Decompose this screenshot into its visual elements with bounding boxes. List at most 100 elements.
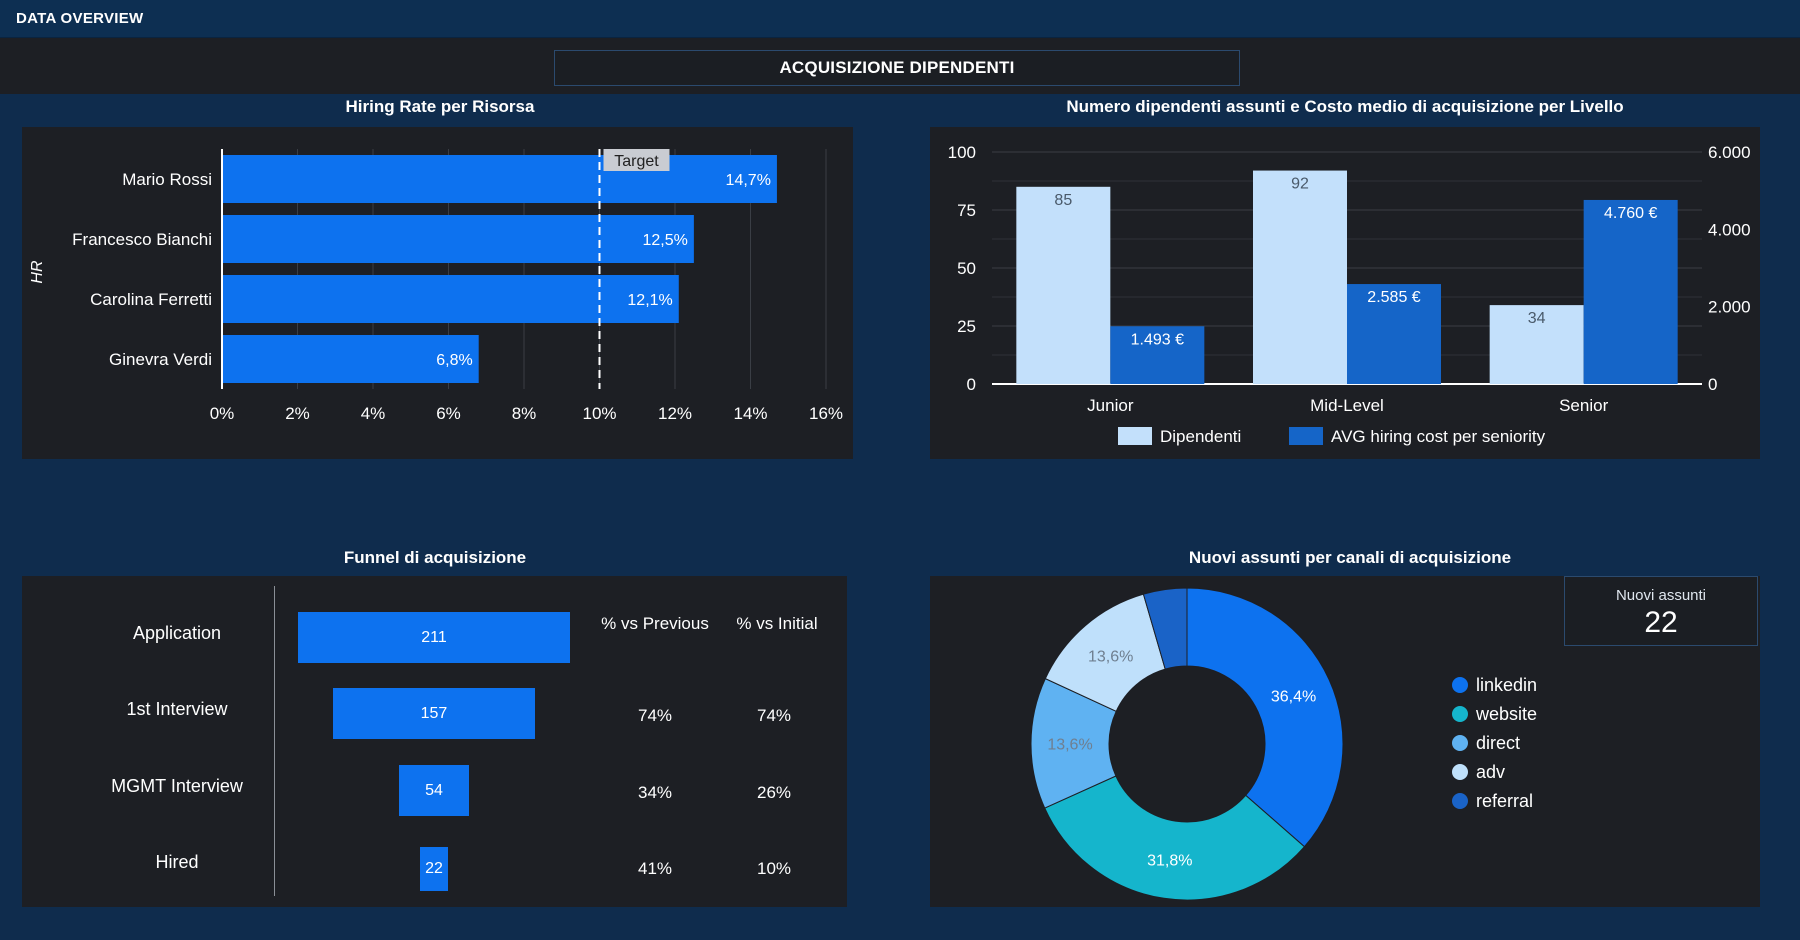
bar	[223, 215, 694, 263]
kpi-value: 22	[1644, 606, 1678, 639]
legend-dot	[1452, 764, 1468, 780]
hires-cost-panel: 0 25 50 75 100 0 2.000 4.000 6.000 Junior 85 1.493 …	[930, 127, 1760, 459]
donut-slice-label: 13,6%	[1047, 736, 1092, 753]
bar	[223, 335, 479, 383]
funnel-panel: % vs Previous % vs Initial Application 21…	[22, 576, 847, 907]
legend-label-dipendenti: Dipendenti	[1160, 427, 1241, 446]
legend-item-referral: referral	[1452, 790, 1533, 812]
legend-label: adv	[1476, 761, 1506, 782]
funnel-stage-label: Application	[132, 623, 222, 643]
bar-avg-cost-label: 2.585 €	[1367, 289, 1420, 306]
x-category-label: Mid-Level	[1310, 396, 1384, 415]
y-left-tick-label: 0	[967, 375, 976, 394]
y-left-tick-label: 50	[957, 259, 976, 278]
funnel-col-initial: % vs Initial	[736, 614, 818, 633]
page-title: ACQUISIZIONE DIPENDENTI	[554, 50, 1240, 86]
funnel-bar: 157	[332, 688, 536, 739]
funnel-pct-previous: 34%	[637, 783, 673, 802]
new-hires-kpi: Nuovi assunti 22	[1564, 576, 1758, 646]
bar-avg-cost	[1347, 284, 1441, 384]
bar-value-label: 6,8%	[436, 352, 472, 369]
funnel-divider	[274, 586, 275, 896]
funnel-stage-label: 1st Interview	[126, 699, 228, 719]
y-right-tick-label: 4.000	[1708, 220, 1751, 239]
funnel-pct-initial: 26%	[756, 783, 792, 802]
y-category-label: Mario Rossi	[122, 170, 212, 189]
donut-slice-label: 36,4%	[1271, 689, 1316, 706]
legend-dot	[1452, 677, 1468, 693]
x-tick-label: 4%	[361, 404, 386, 423]
x-tick-label: 0%	[210, 404, 235, 423]
bar-dipendenti-label: 34	[1528, 310, 1546, 327]
x-tick-label: 2%	[285, 404, 310, 423]
bar-value-label: 14,7%	[726, 172, 771, 189]
funnel-pct-previous: 41%	[637, 859, 673, 878]
target-label-bg	[603, 149, 670, 171]
kpi-label: Nuovi assunti	[1615, 587, 1707, 604]
funnel-bar: 54	[399, 765, 469, 816]
bar-dipendenti-label: 92	[1291, 176, 1309, 193]
y-right-tick-label: 6.000	[1708, 143, 1751, 162]
legend-label: direct	[1476, 732, 1521, 753]
channels-donut-chart: 36,4% 31,8% 13,6% 13,6%	[1030, 587, 1344, 901]
legend-label: referral	[1476, 790, 1534, 811]
y-left-tick-label: 75	[957, 201, 976, 220]
x-tick-label: 10%	[582, 404, 616, 423]
funnel-pct-initial: 74%	[756, 706, 792, 725]
x-tick-label: 6%	[436, 404, 461, 423]
bar-dipendenti	[1016, 186, 1111, 384]
funnel-row: Application 211	[22, 606, 847, 666]
funnel-row: Hired 22 41% 10%	[22, 835, 847, 895]
bar	[223, 275, 679, 323]
bar-avg-cost	[1583, 199, 1678, 384]
x-category-label: Senior	[1559, 396, 1608, 415]
bar-avg-cost	[1110, 326, 1205, 384]
legend-swatch-avg-cost	[1289, 427, 1323, 445]
x-category-label: Junior	[1087, 396, 1134, 415]
x-tick-label: 12%	[658, 404, 692, 423]
funnel-row: 1st Interview 157 74% 74%	[22, 682, 847, 742]
target-label: Target	[614, 153, 659, 170]
bar-avg-cost-label: 4.760 €	[1604, 205, 1657, 222]
donut-slice-referral	[1142, 587, 1188, 670]
bar-value-label: 12,5%	[643, 232, 688, 249]
funnel-bar: 22	[419, 847, 449, 891]
legend-item-adv: adv	[1452, 761, 1505, 783]
bar-dipendenti	[1489, 305, 1584, 384]
y-right-tick-label: 2.000	[1708, 298, 1751, 317]
funnel-pct-previous: 74%	[637, 706, 673, 725]
bar-avg-cost-label: 1.493 €	[1131, 331, 1184, 348]
funnel-pct-initial: 10%	[756, 859, 792, 878]
legend-item-website: website	[1452, 703, 1537, 725]
funnel-row: MGMT Interview 54 34% 26%	[22, 759, 847, 819]
legend-swatch-dipendenti	[1118, 427, 1152, 445]
funnel-stage-label: MGMT Interview	[111, 776, 243, 796]
app-title: DATA OVERVIEW	[16, 10, 144, 27]
legend-dot	[1452, 706, 1468, 722]
hiring-rate-title: Hiring Rate per Risorsa	[345, 97, 535, 116]
hires-cost-title: Numero dipendenti assunti e Costo medio …	[1066, 97, 1624, 116]
x-tick-label: 16%	[809, 404, 843, 423]
bar-value-label: 12,1%	[627, 292, 672, 309]
hiring-rate-chart: 0% 2% 4% 6% 8% 10% 12% 14% 16% HR Mario Rossi 14,7%…	[29, 149, 843, 423]
legend-label-avg-cost: AVG hiring cost per seniority	[1331, 427, 1546, 446]
y-left-tick-label: 100	[948, 143, 976, 162]
legend-item-linkedin: linkedin	[1452, 674, 1537, 696]
x-tick-label: 8%	[512, 404, 537, 423]
funnel-title: Funnel di acquisizione	[343, 548, 527, 567]
legend-dot	[1452, 735, 1468, 751]
y-right-tick-label: 0	[1708, 375, 1717, 394]
hires-cost-chart: 0 25 50 75 100 0 2.000 4.000 6.000 Junior 85 1.493 …	[948, 143, 1751, 446]
x-tick-label: 14%	[733, 404, 767, 423]
bar-dipendenti	[1253, 170, 1347, 384]
funnel-col-previous: % vs Previous	[601, 614, 709, 633]
legend-label: website	[1476, 703, 1538, 724]
y-left-tick-label: 25	[957, 317, 976, 336]
hiring-rate-panel: 0% 2% 4% 6% 8% 10% 12% 14% 16% HR Mario Rossi 14,7%…	[22, 127, 853, 459]
bar-dipendenti-label: 85	[1054, 192, 1072, 209]
y-category-label: Francesco Bianchi	[72, 230, 212, 249]
funnel-bar: 211	[298, 612, 570, 663]
bar	[223, 155, 777, 203]
donut-slice-linkedin	[1186, 587, 1344, 848]
y-category-label: Ginevra Verdi	[109, 350, 212, 369]
